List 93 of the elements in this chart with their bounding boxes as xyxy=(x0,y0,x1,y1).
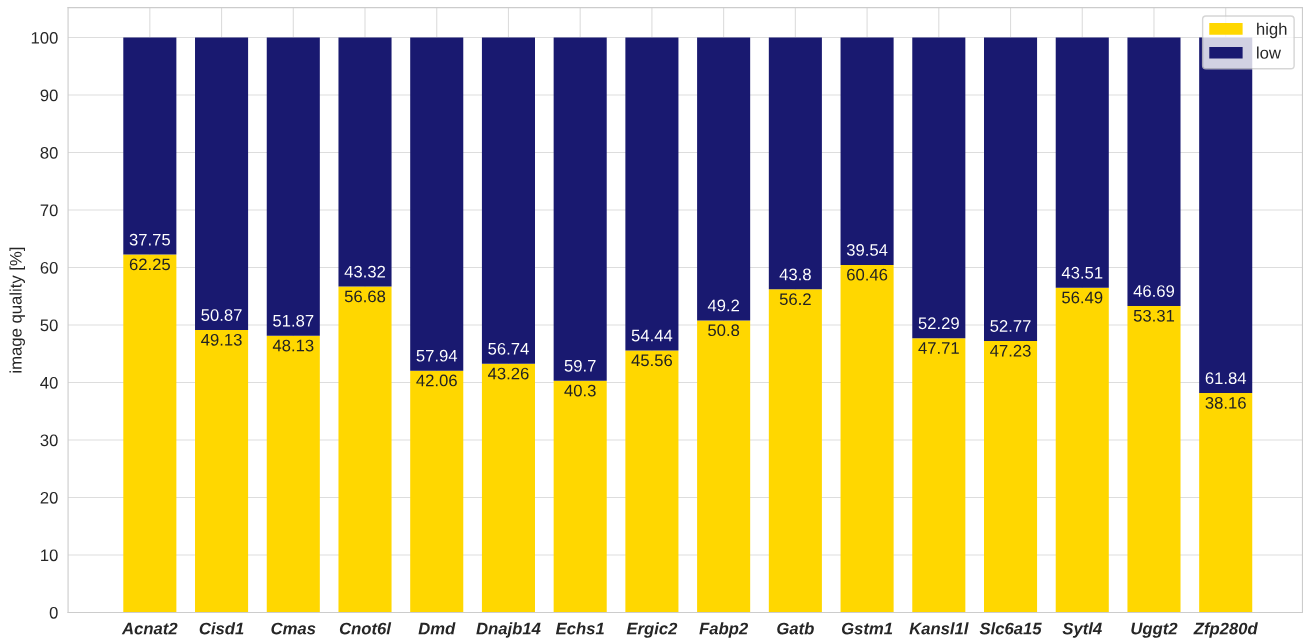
bar xyxy=(984,37,1038,341)
x-tick-label: Uggt2 xyxy=(1131,622,1178,638)
data-label: 56.74 xyxy=(488,342,529,355)
x-tick-label: Echs1 xyxy=(555,622,604,635)
x-tick-label: Kansl1l xyxy=(909,622,969,635)
y-tick-label: 80 xyxy=(40,146,58,159)
bar xyxy=(410,370,464,613)
data-label: 56.68 xyxy=(344,290,386,303)
bar xyxy=(912,37,966,339)
data-label: 52.29 xyxy=(918,317,959,330)
bar xyxy=(840,264,894,613)
data-label: 43.8 xyxy=(779,268,811,281)
data-label: 39.54 xyxy=(846,244,888,256)
y-tick-label: 20 xyxy=(40,491,58,504)
data-label: 61.84 xyxy=(1205,372,1247,385)
data-label: 40.3 xyxy=(564,384,596,397)
data-label: 53.31 xyxy=(1133,309,1175,322)
bar xyxy=(697,37,751,321)
data-label: 45.56 xyxy=(631,354,673,367)
bar xyxy=(553,380,607,613)
data-label: 59.7 xyxy=(564,359,596,372)
bar xyxy=(195,37,249,331)
bar xyxy=(1055,287,1109,613)
y-tick-label: 90 xyxy=(40,89,58,102)
x-tick-label: Dnajb14 xyxy=(476,622,541,638)
bar xyxy=(338,37,392,287)
bar xyxy=(912,338,966,613)
data-label: 52.77 xyxy=(990,320,1031,332)
data-label: 62.25 xyxy=(129,258,170,271)
bar xyxy=(481,363,535,613)
bar xyxy=(984,340,1038,613)
data-label: 43.51 xyxy=(1061,266,1103,279)
y-tick-label: 40 xyxy=(40,376,58,389)
data-label: 48.13 xyxy=(272,339,314,352)
y-tick-label: 10 xyxy=(41,549,58,562)
bar xyxy=(481,37,535,364)
x-tick-label: Gstm1 xyxy=(841,622,893,635)
bar xyxy=(697,320,751,613)
y-tick-label: 50 xyxy=(40,319,58,332)
data-label: 38.16 xyxy=(1205,396,1246,409)
bar xyxy=(410,37,464,371)
data-label: 50.8 xyxy=(708,324,740,337)
x-tick-label: Acnat2 xyxy=(121,622,178,635)
bar xyxy=(1055,37,1109,288)
x-tick-label: Slc6a15 xyxy=(979,622,1042,635)
x-tick-label: Cnot6l xyxy=(339,622,392,635)
data-label: 43.26 xyxy=(487,367,529,380)
bar xyxy=(625,350,679,613)
data-label: 54.44 xyxy=(631,329,673,342)
x-tick-label: Fabp2 xyxy=(699,622,749,638)
bar xyxy=(195,330,249,613)
bar xyxy=(123,254,177,613)
bar xyxy=(553,37,607,381)
y-tick-label: 70 xyxy=(40,204,58,217)
data-label: 42.06 xyxy=(416,374,457,387)
legend-label: high xyxy=(1257,22,1287,39)
bar xyxy=(266,37,320,336)
bar xyxy=(768,289,822,613)
data-label: 50.87 xyxy=(201,309,242,321)
data-label: 47.23 xyxy=(990,344,1031,357)
data-label: 56.2 xyxy=(779,293,811,306)
x-tick-label: Ergic2 xyxy=(626,622,678,638)
data-label: 47.71 xyxy=(918,342,959,354)
bar xyxy=(768,37,822,290)
data-label: 57.94 xyxy=(416,349,458,362)
x-tick-label: Cmas xyxy=(271,622,316,635)
bar xyxy=(266,335,320,613)
x-tick-label: Zfp280d xyxy=(1193,622,1258,638)
y-tick-label: 0 xyxy=(49,606,58,619)
y-axis-title: image quality [%] xyxy=(9,247,25,373)
data-label: 49.2 xyxy=(707,299,740,312)
bar xyxy=(625,37,679,351)
y-tick-label: 60 xyxy=(40,261,58,274)
legend-label: low xyxy=(1257,46,1281,59)
bar xyxy=(1127,305,1181,613)
data-label: 49.13 xyxy=(201,333,242,346)
data-label: 51.87 xyxy=(273,314,314,327)
bar xyxy=(123,37,177,255)
data-label: 56.49 xyxy=(1062,291,1103,304)
bar xyxy=(1127,37,1181,306)
data-label: 37.75 xyxy=(129,233,170,246)
data-label: 46.69 xyxy=(1133,285,1175,297)
x-tick-label: Dmd xyxy=(418,622,456,635)
data-label: 43.32 xyxy=(344,265,386,278)
x-tick-label: Cisd1 xyxy=(199,622,244,635)
y-tick-label: 100 xyxy=(31,31,58,44)
bar xyxy=(338,286,392,613)
x-tick-label: Sytl4 xyxy=(1062,622,1102,638)
data-label: 60.46 xyxy=(847,268,888,281)
y-tick-label: 30 xyxy=(40,434,58,447)
x-tick-label: Gatb xyxy=(777,622,814,635)
bar xyxy=(840,37,894,265)
bar xyxy=(1199,393,1253,613)
